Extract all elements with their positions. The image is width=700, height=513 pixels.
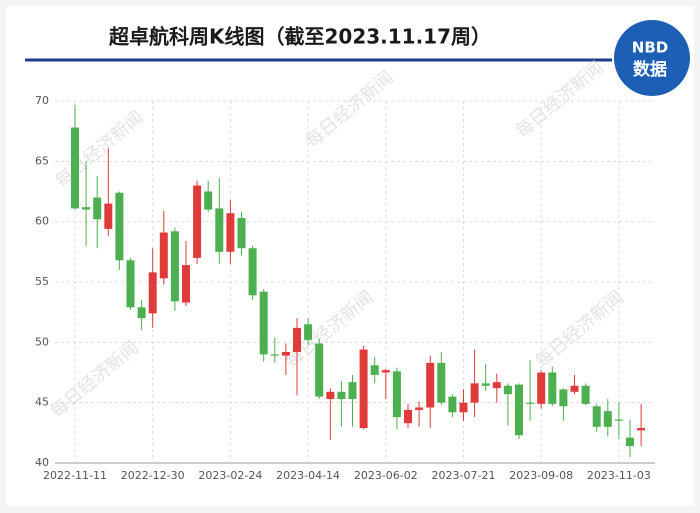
candle-body xyxy=(304,324,313,340)
candle-body xyxy=(293,327,301,352)
candle-body xyxy=(581,385,590,404)
y-tick-label: 55 xyxy=(35,275,49,288)
candle-body xyxy=(193,185,202,258)
candle-body xyxy=(348,382,357,400)
candle-body xyxy=(159,232,168,279)
candle-body xyxy=(170,231,179,302)
candle-body xyxy=(459,402,468,413)
candle-body xyxy=(237,218,246,249)
candle-body xyxy=(93,197,102,220)
y-tick-label: 60 xyxy=(35,215,49,228)
candle-body xyxy=(115,192,124,261)
candle-body xyxy=(126,260,135,308)
x-tick-label: 2023-11-03 xyxy=(587,469,651,482)
candle-body xyxy=(426,362,435,408)
candle-body xyxy=(281,351,290,356)
candle-body xyxy=(182,265,190,303)
candle-body xyxy=(326,391,335,400)
chart-title: 超卓航科周K线图（截至2023.11.17周） xyxy=(108,25,491,49)
logo xyxy=(614,20,690,96)
candle-body xyxy=(515,384,523,436)
x-tick-label: 2022-12-30 xyxy=(121,469,185,482)
x-tick-label: 2023-07-21 xyxy=(432,469,496,482)
candle-body xyxy=(470,383,479,403)
candle-body xyxy=(370,365,379,375)
candle-body xyxy=(559,389,568,407)
candle-body xyxy=(592,406,601,427)
candle-body xyxy=(148,272,157,314)
logo-text: 数据 xyxy=(633,59,667,80)
candle-body xyxy=(614,419,623,421)
candle-body xyxy=(415,407,424,410)
candle-body xyxy=(503,385,512,395)
logo-text: NBD xyxy=(632,39,668,57)
plot: 40 45 50 55 60 65 70 2022-11-11 2022-12-30 2023-0… xyxy=(35,94,655,482)
candle-body xyxy=(248,248,257,296)
candle-body xyxy=(548,372,557,404)
candle-body xyxy=(404,409,412,424)
candle-body xyxy=(492,382,501,389)
candle-body xyxy=(137,307,146,319)
candle-body xyxy=(570,385,579,392)
x-tick-label: 2023-04-14 xyxy=(276,469,340,482)
x-tick-label: 2023-02-24 xyxy=(198,469,262,482)
candle-body xyxy=(448,396,457,413)
candle-body xyxy=(104,203,113,229)
y-tick-label: 70 xyxy=(35,94,49,107)
candle-body xyxy=(226,213,235,252)
candle-body xyxy=(481,383,490,386)
candle-body xyxy=(537,372,546,404)
candle-body xyxy=(626,437,634,447)
y-tick-label: 40 xyxy=(35,456,49,469)
y-tick-label: 45 xyxy=(35,396,49,409)
candle-body xyxy=(603,411,612,427)
candle-body xyxy=(359,349,368,429)
candle-body xyxy=(82,207,91,210)
candle-body xyxy=(337,391,346,400)
candle-body xyxy=(437,362,446,403)
y-tick-label: 65 xyxy=(35,154,49,167)
candle-body xyxy=(204,191,213,210)
candle-body xyxy=(381,370,390,373)
candle-body xyxy=(392,371,401,418)
candle-body xyxy=(270,354,279,356)
candle-body xyxy=(637,428,646,431)
candle-body xyxy=(71,127,79,209)
candle-body xyxy=(315,343,324,397)
candle-body xyxy=(526,402,535,404)
candle-body xyxy=(259,291,268,355)
x-tick-label: 2023-06-02 xyxy=(354,469,418,482)
x-tick-label: 2023-09-08 xyxy=(509,469,573,482)
candle-body xyxy=(215,208,224,252)
x-tick-label: 2022-11-11 xyxy=(43,469,107,482)
y-tick-label: 50 xyxy=(35,335,49,348)
